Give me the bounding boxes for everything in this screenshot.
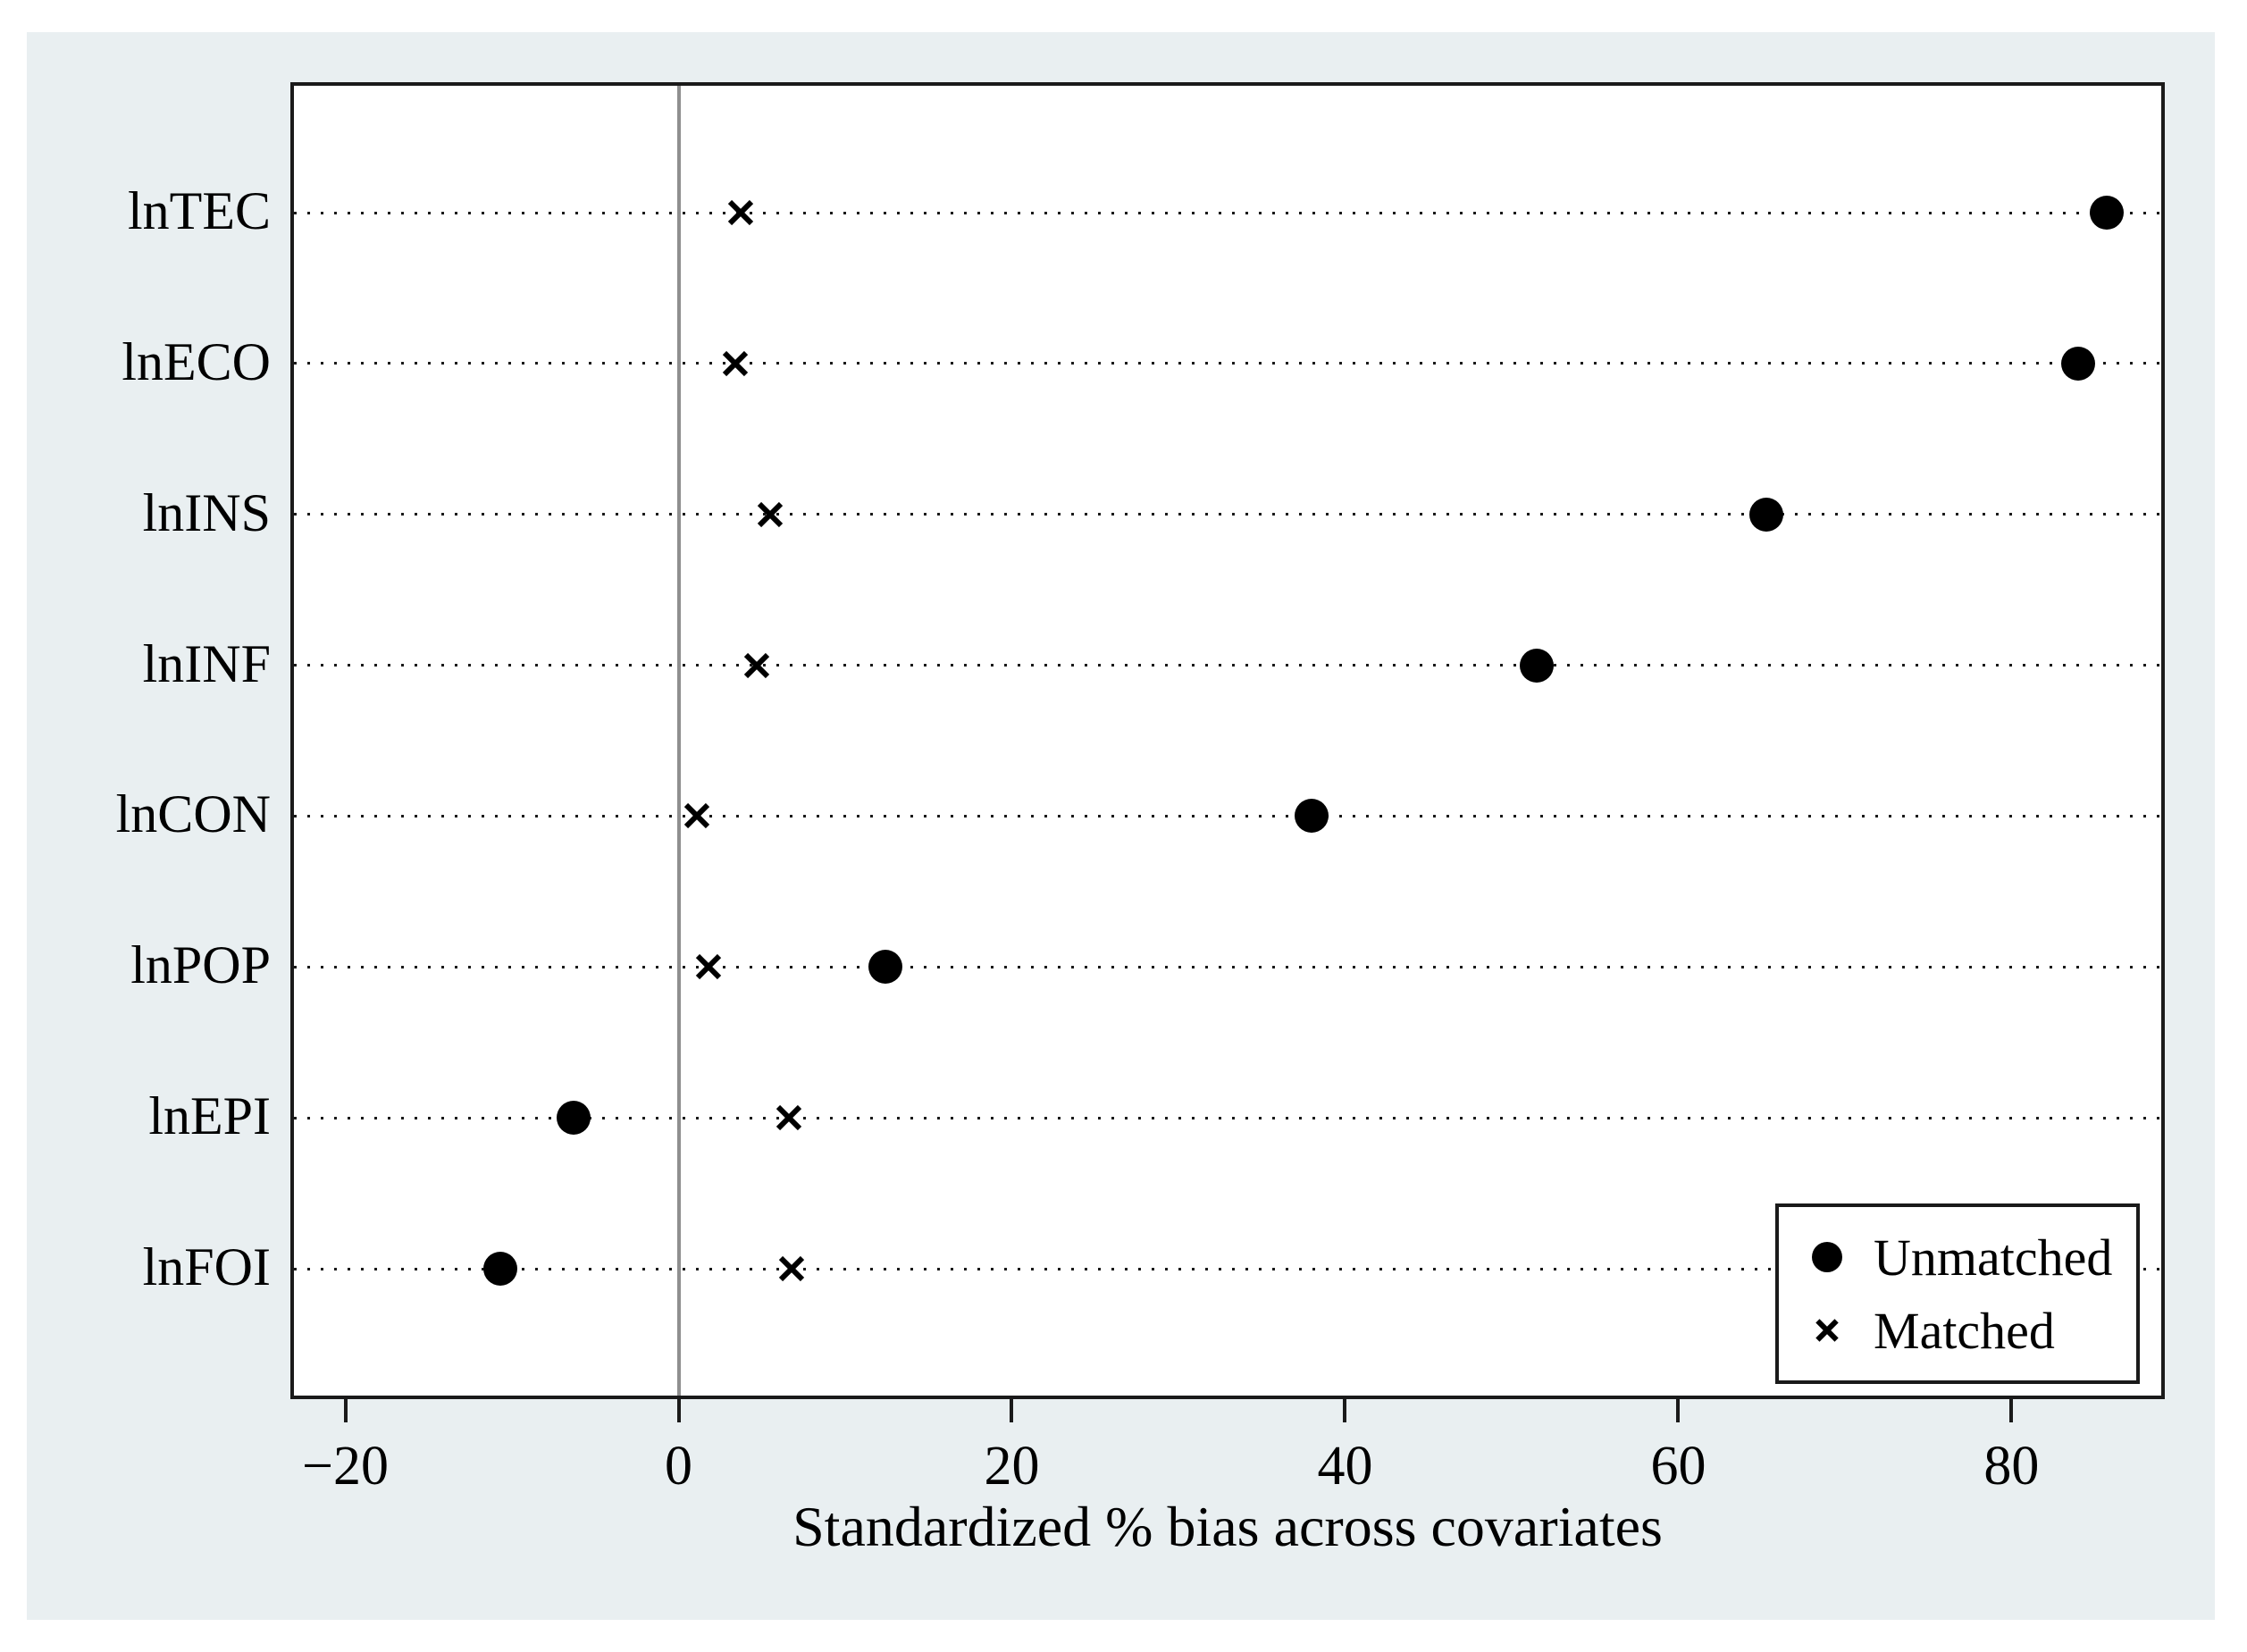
legend-label-matched: Matched (1874, 1301, 2055, 1360)
x-tick-mark-60 (1676, 1399, 1681, 1422)
data-point-unmatched-lnINS (1749, 497, 1784, 532)
legend-entry-matched: Matched (1800, 1301, 2136, 1360)
data-point-unmatched-lnPOP (868, 950, 902, 985)
y-axis-label-lnECO: lnECO (122, 331, 271, 391)
grid-line-lnINS (294, 513, 2161, 516)
y-axis-label-lnTEC: lnTEC (128, 181, 271, 241)
data-point-unmatched-lnCON (1295, 799, 1329, 834)
data-point-unmatched-lnECO (2061, 346, 2096, 381)
x-cross-icon (1815, 1318, 1840, 1343)
data-point-matched-lnPOP (693, 952, 724, 982)
y-axis-label-lnINF: lnINF (142, 633, 271, 693)
grid-line-lnTEC (294, 211, 2161, 214)
grid-line-lnINF (294, 664, 2161, 667)
data-point-unmatched-lnEPI (557, 1101, 591, 1136)
y-axis-label-lnEPI: lnEPI (148, 1086, 271, 1146)
legend-label-unmatched: Unmatched (1874, 1228, 2113, 1287)
grid-line-lnPOP (294, 965, 2161, 969)
grid-line-lnFOI (294, 1267, 2161, 1270)
x-tick-label-40: 40 (1317, 1436, 1373, 1497)
plot-area: Unmatched Matched (290, 82, 2165, 1399)
data-point-matched-lnINS (755, 499, 785, 530)
data-point-matched-lnECO (720, 348, 750, 379)
y-axis-label-lnFOI: lnFOI (142, 1237, 271, 1297)
grid-line-lnEPI (294, 1116, 2161, 1120)
filled-circle-icon (1812, 1242, 1842, 1272)
grid-line-lnECO (294, 362, 2161, 365)
x-tick-mark-40 (1343, 1399, 1347, 1422)
data-point-unmatched-lnTEC (2089, 196, 2124, 230)
y-axis-label-lnINS: lnINS (142, 482, 271, 542)
data-point-matched-lnFOI (776, 1254, 807, 1284)
y-axis-label-lnPOP: lnPOP (130, 935, 271, 995)
zero-reference-line (676, 86, 681, 1396)
legend: Unmatched Matched (1775, 1203, 2140, 1384)
x-tick-mark-80 (2009, 1399, 2014, 1422)
x-tick-label-20: 20 (984, 1436, 1040, 1497)
x-axis-title: Standardized % bias across covariates (792, 1495, 1663, 1558)
data-point-matched-lnCON (682, 801, 712, 831)
x-tick-mark-0 (676, 1399, 681, 1422)
data-point-matched-lnEPI (774, 1103, 804, 1133)
data-point-matched-lnINF (742, 650, 772, 681)
x-tick-label-80: 80 (1983, 1436, 2040, 1497)
data-point-unmatched-lnFOI (482, 1252, 517, 1286)
legend-entry-unmatched: Unmatched (1800, 1228, 2136, 1287)
grid-line-lnCON (294, 814, 2161, 818)
x-tick-label--20: −20 (302, 1436, 390, 1497)
data-point-matched-lnTEC (725, 197, 756, 228)
x-tick-label-0: 0 (665, 1436, 693, 1497)
data-point-unmatched-lnINF (1519, 648, 1554, 683)
x-tick-mark--20 (343, 1399, 348, 1422)
y-axis-label-lnCON: lnCON (115, 784, 271, 844)
x-tick-mark-20 (1010, 1399, 1014, 1422)
x-tick-label-60: 60 (1650, 1436, 1706, 1497)
